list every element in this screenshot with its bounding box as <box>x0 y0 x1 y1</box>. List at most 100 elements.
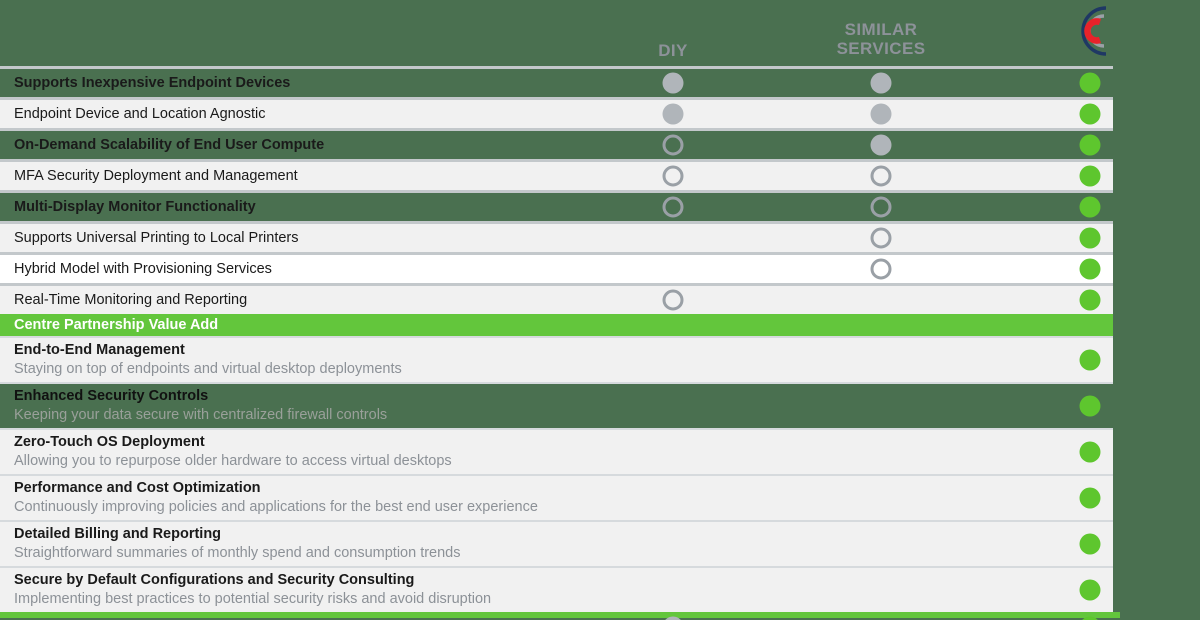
final-row-committed-to-workforce[interactable]: Committed to Your Workforce's Success <box>0 612 1120 620</box>
indicator-cell-centre <box>1079 165 1101 187</box>
value-add-row[interactable]: Secure by Default Configurations and Sec… <box>0 568 1113 612</box>
value-add-title: End-to-End Management <box>14 342 185 358</box>
indicator-cell-diy <box>662 103 684 125</box>
column-header-similar-line2: SERVICES <box>836 39 926 58</box>
indicator-filled-gray <box>662 103 684 125</box>
indicator-cell-centre <box>1079 289 1101 311</box>
feature-label: Supports Inexpensive Endpoint Devices <box>14 75 291 91</box>
row-separator <box>0 520 1113 522</box>
row-separator <box>0 336 1113 338</box>
value-add-text: Performance and Cost Optimization Continu… <box>0 479 538 517</box>
indicator-cell-similar <box>870 258 892 280</box>
indicator-cell-diy <box>662 196 684 218</box>
comparison-rows: Supports Inexpensive Endpoint Devices End… <box>0 66 1200 314</box>
indicator-hollow <box>662 289 684 311</box>
indicator-filled-gray <box>870 134 892 156</box>
feature-label: Real-Time Monitoring and Reporting <box>14 292 248 308</box>
indicator-cell-diy <box>662 616 684 620</box>
indicator-filled-green <box>1079 579 1101 601</box>
section-header-label: Centre Partnership Value Add <box>14 317 219 333</box>
feature-label: Endpoint Device and Location Agnostic <box>14 106 266 122</box>
indicator-cell-centre <box>1079 103 1101 125</box>
table-row[interactable]: On-Demand Scalability of End User Comput… <box>0 131 1113 159</box>
column-header-similar-services: SIMILAR SERVICES <box>811 20 951 58</box>
table-row[interactable]: Real-Time Monitoring and Reporting <box>0 286 1113 314</box>
column-header-similar-line1: SIMILAR <box>844 20 918 39</box>
table-header: DIY SIMILAR SERVICES <box>0 0 1200 66</box>
indicator-cell-similar <box>870 72 892 94</box>
value-add-row[interactable]: Enhanced Security Controls Keeping your d… <box>0 384 1113 428</box>
indicator-cell-diy <box>662 134 684 156</box>
indicator-filled-green <box>1079 395 1101 417</box>
indicator-cell-similar <box>870 165 892 187</box>
indicator-cell-centre <box>1079 227 1101 249</box>
row-separator <box>0 428 1113 430</box>
indicator-hollow <box>662 196 684 218</box>
section-header-centre-partnership: Centre Partnership Value Add <box>0 314 1113 336</box>
row-separator <box>0 474 1113 476</box>
indicator-filled-gray <box>870 72 892 94</box>
row-separator <box>0 382 1113 384</box>
indicator-cell-diy <box>662 72 684 94</box>
value-add-title: Performance and Cost Optimization <box>14 480 261 496</box>
feature-label: Hybrid Model with Provisioning Services <box>14 261 272 277</box>
indicator-filled-green <box>1079 349 1101 371</box>
value-add-subtitle: Continuously improving policies and appl… <box>14 499 538 515</box>
value-add-rows: End-to-End Management Staying on top of e… <box>0 336 1200 612</box>
feature-label: MFA Security Deployment and Management <box>14 168 298 184</box>
indicator-filled-green <box>1079 165 1101 187</box>
value-add-row[interactable]: Zero-Touch OS Deployment Allowing you to … <box>0 430 1113 474</box>
value-add-row[interactable]: End-to-End Management Staying on top of e… <box>0 338 1113 382</box>
table-row[interactable]: Hybrid Model with Provisioning Services <box>0 255 1113 283</box>
indicator-cell-similar <box>870 103 892 125</box>
table-row[interactable]: Supports Universal Printing to Local Pri… <box>0 224 1113 252</box>
indicator-hollow <box>870 196 892 218</box>
table-row[interactable]: Endpoint Device and Location Agnostic <box>0 100 1113 128</box>
indicator-filled-green <box>1079 227 1101 249</box>
value-add-subtitle: Staying on top of endpoints and virtual … <box>14 361 402 377</box>
value-add-subtitle: Keeping your data secure with centralize… <box>14 407 388 423</box>
table-row[interactable]: Multi-Display Monitor Functionality <box>0 193 1113 221</box>
table-row[interactable]: Supports Inexpensive Endpoint Devices <box>0 69 1113 97</box>
table-row[interactable]: MFA Security Deployment and Management <box>0 162 1113 190</box>
indicator-cell-centre <box>1079 258 1101 280</box>
indicator-hollow <box>662 134 684 156</box>
indicator-hollow <box>870 227 892 249</box>
value-add-row[interactable]: Detailed Billing and Reporting Straightfo… <box>0 522 1113 566</box>
indicator-filled-green <box>1079 441 1101 463</box>
indicator-cell-centre <box>1079 349 1101 371</box>
indicator-filled-green <box>1079 289 1101 311</box>
indicator-cell-centre <box>1079 487 1101 509</box>
indicator-hollow <box>870 258 892 280</box>
indicator-cell-centre <box>1079 579 1101 601</box>
indicator-filled-green <box>1079 487 1101 509</box>
indicator-filled-green <box>1079 196 1101 218</box>
indicator-filled-green <box>1079 258 1101 280</box>
indicator-cell-centre <box>1079 616 1101 620</box>
feature-label: Multi-Display Monitor Functionality <box>14 199 256 215</box>
value-add-title: Detailed Billing and Reporting <box>14 526 222 542</box>
indicator-cell-centre <box>1079 441 1101 463</box>
final-row-host: Committed to Your Workforce's Success <box>0 612 1200 620</box>
row-separator <box>0 159 1113 162</box>
indicator-hollow <box>870 165 892 187</box>
value-add-subtitle: Implementing best practices to potential… <box>14 591 492 607</box>
centre-logo-icon <box>1054 2 1126 60</box>
column-header-diy: DIY <box>658 41 688 60</box>
indicator-filled-gray <box>662 72 684 94</box>
row-separator <box>0 283 1113 286</box>
value-add-title: Enhanced Security Controls <box>14 388 209 404</box>
indicator-cell-diy <box>662 165 684 187</box>
indicator-hollow <box>662 165 684 187</box>
indicator-filled-green <box>1079 134 1101 156</box>
value-add-title: Zero-Touch OS Deployment <box>14 434 205 450</box>
value-add-row[interactable]: Performance and Cost Optimization Continu… <box>0 476 1113 520</box>
row-separator <box>0 221 1113 224</box>
indicator-filled-green <box>1079 103 1101 125</box>
value-add-subtitle: Straightforward summaries of monthly spe… <box>14 545 461 561</box>
indicator-filled-green <box>1079 616 1101 620</box>
indicator-cell-centre <box>1079 72 1101 94</box>
row-separator <box>0 566 1113 568</box>
value-add-subtitle: Allowing you to repurpose older hardware… <box>14 453 452 469</box>
indicator-cell-centre <box>1079 533 1101 555</box>
